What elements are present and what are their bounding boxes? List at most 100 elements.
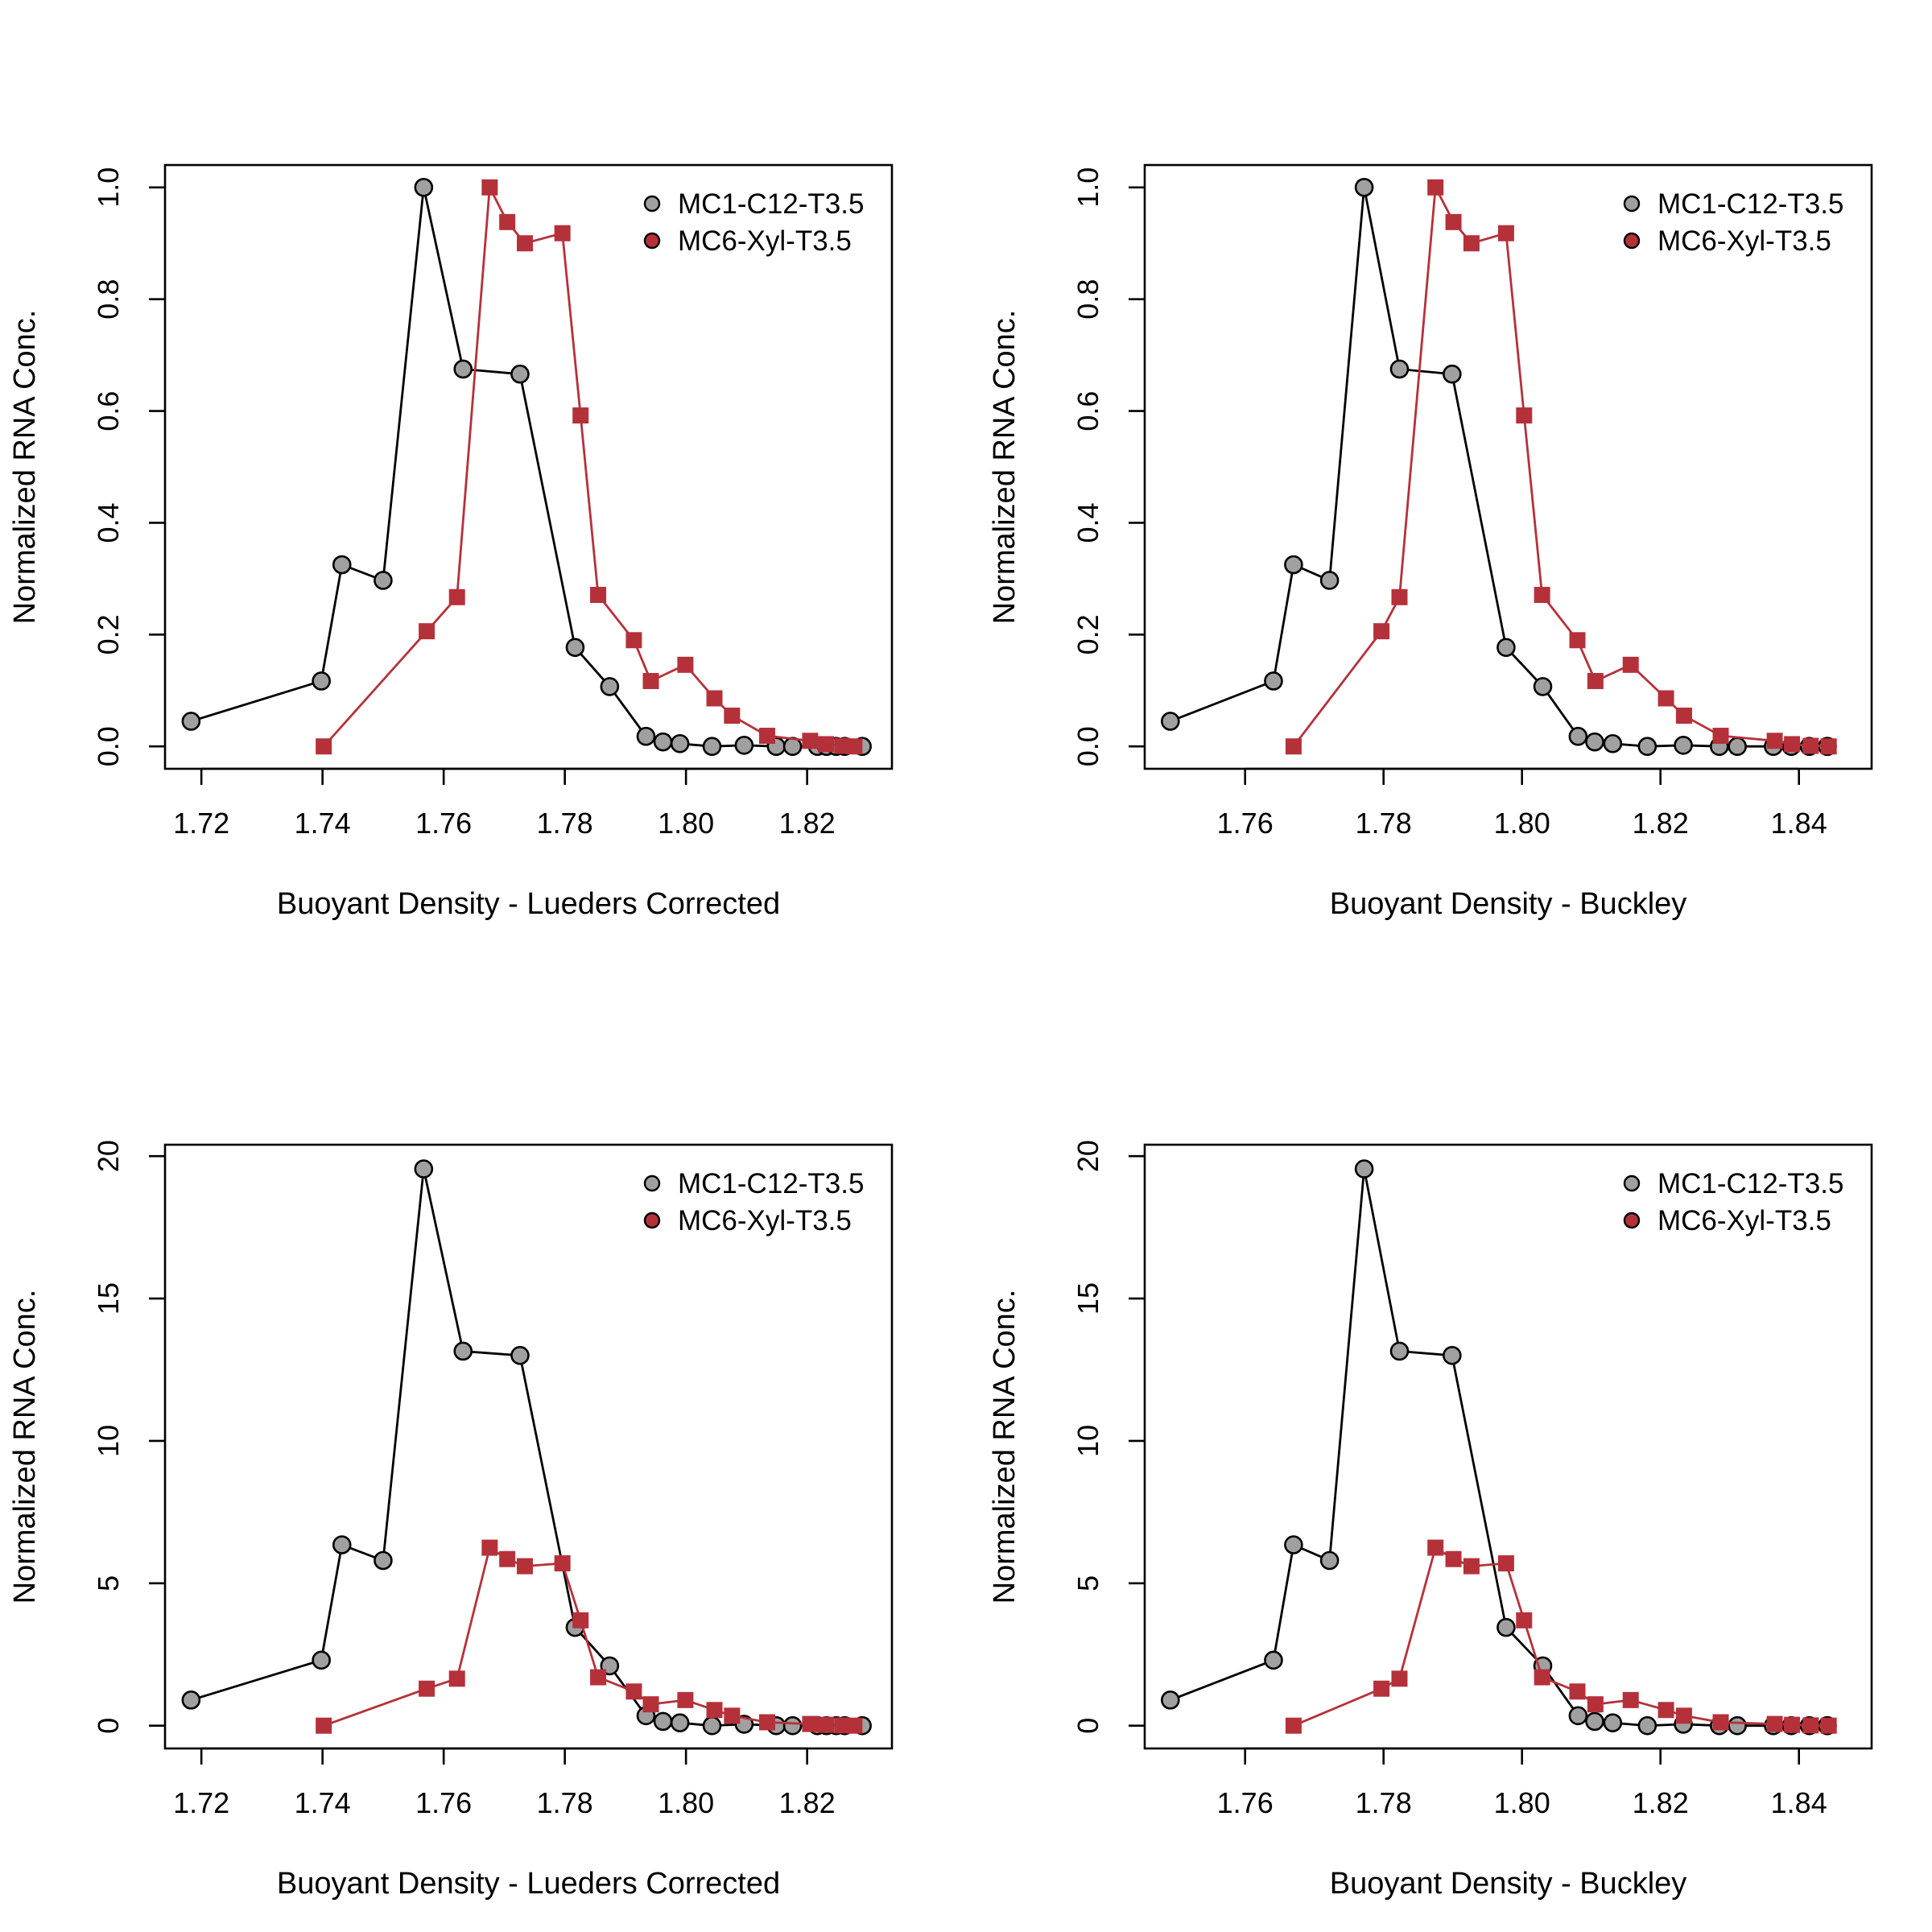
legend-label: MC1-C12-T3.5 bbox=[678, 188, 864, 220]
chart-panel-3: 1.72 1.74 1.76 1.78 1.80 1.82 0 5 10 15 20 Buoyant … bbox=[8, 1140, 894, 1901]
data-point bbox=[834, 1717, 851, 1734]
data-point bbox=[312, 671, 331, 691]
data-point bbox=[1674, 736, 1693, 755]
y-tick-label: 0.8 bbox=[92, 279, 125, 320]
x-tick-label: 1.82 bbox=[1633, 1786, 1689, 1819]
legend-label: MC6-Xyl-T3.5 bbox=[678, 1205, 852, 1236]
y-tick-label: 0.2 bbox=[1071, 614, 1104, 654]
x-tick-label: 1.78 bbox=[537, 807, 593, 840]
data-point bbox=[516, 1558, 533, 1575]
data-point bbox=[453, 1341, 473, 1361]
data-point bbox=[1319, 571, 1340, 590]
x-tick-label: 1.80 bbox=[1494, 1786, 1550, 1819]
data-point bbox=[554, 1555, 571, 1572]
data-point bbox=[1445, 213, 1462, 230]
data-point bbox=[782, 1715, 803, 1736]
data-point bbox=[625, 1683, 642, 1700]
data-point bbox=[1285, 738, 1302, 755]
data-point bbox=[1568, 1706, 1588, 1726]
data-point bbox=[1354, 1159, 1374, 1179]
data-point bbox=[419, 1680, 436, 1697]
data-point bbox=[702, 737, 722, 757]
data-point bbox=[332, 555, 352, 575]
series-1 bbox=[1161, 1159, 1837, 1736]
data-point bbox=[1516, 1612, 1533, 1629]
y-axis-title: Normalized RNA Conc. bbox=[8, 310, 42, 625]
data-point bbox=[1516, 407, 1533, 424]
data-point bbox=[510, 364, 530, 384]
data-point bbox=[1497, 225, 1514, 242]
data-point bbox=[516, 235, 533, 252]
y-tick-label: 0 bbox=[92, 1718, 125, 1734]
data-point bbox=[758, 1714, 775, 1731]
legend-marker bbox=[643, 1212, 661, 1229]
y-tick-label: 0.6 bbox=[1071, 391, 1104, 431]
data-point bbox=[554, 225, 571, 242]
data-point bbox=[734, 736, 754, 755]
data-point bbox=[802, 1715, 819, 1732]
data-point bbox=[1585, 732, 1604, 752]
data-point bbox=[1264, 1650, 1283, 1670]
y-tick-label: 20 bbox=[1071, 1140, 1104, 1172]
series-line bbox=[323, 1546, 855, 1728]
data-point bbox=[499, 1550, 516, 1567]
legend-marker bbox=[1623, 232, 1641, 250]
chart-panels: 1.72 1.74 1.76 1.78 1.80 1.820.00.20.40.60.81… bbox=[8, 163, 1873, 1901]
data-point bbox=[817, 736, 834, 753]
data-point bbox=[1766, 1715, 1783, 1732]
legend-label: MC1-C12-T3.5 bbox=[1657, 188, 1843, 220]
data-point bbox=[677, 1691, 694, 1708]
data-point bbox=[590, 1669, 607, 1686]
data-point bbox=[670, 733, 690, 753]
data-point bbox=[481, 1539, 498, 1556]
y-tick-label: 0.8 bbox=[1071, 279, 1104, 320]
data-point bbox=[1284, 555, 1303, 575]
data-point bbox=[758, 728, 775, 745]
data-point bbox=[1497, 1555, 1514, 1572]
data-point bbox=[1728, 1715, 1747, 1736]
data-point bbox=[1463, 1558, 1480, 1575]
data-point bbox=[1784, 1716, 1801, 1733]
data-point bbox=[316, 738, 332, 755]
data-point bbox=[499, 213, 516, 230]
y-axis-title: Normalized RNA Conc. bbox=[988, 1290, 1022, 1604]
data-point bbox=[706, 690, 723, 707]
data-point bbox=[181, 1690, 201, 1710]
y-tick-label: 0.4 bbox=[92, 502, 125, 543]
legend-marker bbox=[1623, 1174, 1641, 1192]
data-point bbox=[590, 587, 607, 604]
data-point bbox=[1657, 1702, 1674, 1719]
legend: MC1-C12-T3.5 MC6-Xyl-T3.5 bbox=[1623, 188, 1843, 257]
data-point bbox=[316, 1717, 332, 1734]
data-point bbox=[1585, 1711, 1604, 1732]
y-tick-label: 20 bbox=[92, 1140, 125, 1172]
data-point bbox=[1319, 1550, 1340, 1571]
chart-panel-2: 1.76 1.78 1.80 1.82 1.84 0.0 0.2 0.4 0.6 0.8 1.0 Bu… bbox=[988, 163, 1873, 921]
data-point bbox=[670, 1713, 690, 1732]
series-1 bbox=[181, 177, 872, 757]
data-point bbox=[1820, 1717, 1837, 1734]
x-tick-label: 1.78 bbox=[1356, 807, 1412, 840]
x-tick-label: 1.74 bbox=[295, 807, 351, 840]
data-point bbox=[642, 1696, 659, 1713]
series-line bbox=[190, 1168, 863, 1728]
x-tick-label: 1.76 bbox=[1217, 807, 1274, 840]
data-point bbox=[1712, 1714, 1729, 1731]
data-point bbox=[1820, 738, 1837, 755]
data-point bbox=[181, 712, 201, 731]
legend-label: MC6-Xyl-T3.5 bbox=[1657, 1205, 1831, 1236]
x-axis-title: Buoyant Density - Lueders Corrected bbox=[277, 1867, 780, 1901]
y-tick-label: 0.0 bbox=[92, 726, 125, 766]
data-point bbox=[1675, 708, 1692, 724]
x-tick-label: 1.80 bbox=[658, 1786, 714, 1819]
data-point bbox=[1728, 737, 1747, 757]
data-point bbox=[419, 623, 436, 640]
data-point bbox=[1427, 179, 1444, 196]
series-1 bbox=[1161, 177, 1837, 757]
data-point bbox=[448, 1670, 465, 1687]
data-point bbox=[1637, 737, 1657, 757]
x-tick-label: 1.74 bbox=[295, 1786, 351, 1819]
data-point bbox=[1802, 737, 1819, 754]
x-axis-title: Buoyant Density - Buckley bbox=[1330, 1867, 1687, 1901]
data-point bbox=[1463, 235, 1480, 252]
